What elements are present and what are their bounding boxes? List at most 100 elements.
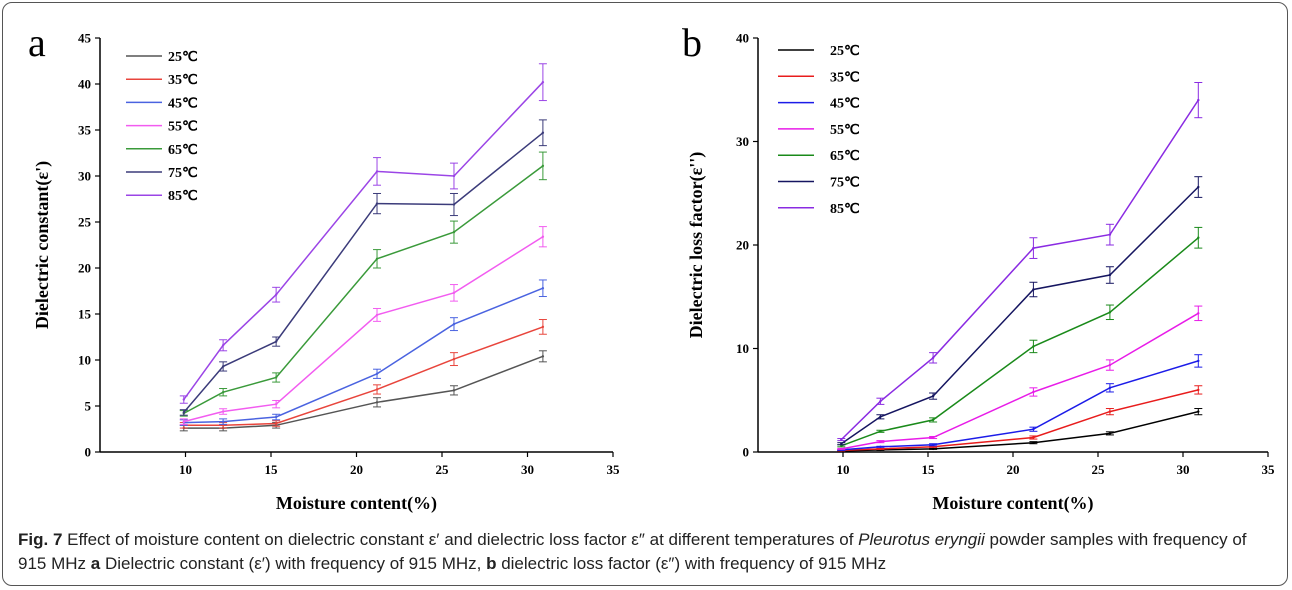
panel-b: b 0 10 20 30 40 10 15 20 25 30 35 Moisture content(%…	[682, 20, 1275, 514]
data-point	[1108, 233, 1112, 236]
x-tick-label: 10	[837, 462, 850, 477]
data-point	[1197, 410, 1200, 413]
series-75℃	[837, 176, 1203, 446]
data-point	[1108, 386, 1112, 390]
x-tick-label: 15	[922, 462, 936, 477]
data-point	[375, 170, 379, 173]
y-axis-label: Dielectric constant(ε')	[32, 161, 53, 329]
data-point	[375, 388, 379, 391]
series-35℃	[837, 385, 1203, 452]
y-tick-label: 30	[78, 169, 91, 184]
data-point	[1197, 359, 1200, 363]
y-tick-label: 5	[85, 399, 92, 414]
panel-letter-a: a	[28, 20, 46, 65]
data-point	[274, 415, 278, 419]
legend-label: 35℃	[830, 70, 860, 85]
caption-fig-label: Fig. 7	[18, 530, 63, 549]
data-point	[541, 131, 545, 134]
caption-text-4: dielectric loss factor (ε″) with frequen…	[496, 554, 887, 573]
x-tick-label: 10	[179, 462, 192, 477]
data-point	[541, 235, 545, 238]
x-tick-label: 30	[521, 462, 534, 477]
data-point	[221, 344, 225, 347]
data-point	[879, 400, 882, 403]
legend-label: 75℃	[830, 176, 860, 191]
data-point	[931, 447, 935, 451]
series-55℃	[179, 226, 547, 425]
legend-label: 25℃	[830, 44, 860, 59]
caption-text-1: Effect of moisture content on dielectric…	[62, 530, 859, 549]
y-tick-label: 35	[78, 123, 92, 138]
data-point	[1032, 436, 1035, 439]
x-tick-label: 25	[436, 462, 450, 477]
data-point	[1108, 410, 1112, 413]
data-point	[879, 430, 882, 433]
legend-label: 75℃	[168, 166, 198, 181]
legend-label: 35℃	[168, 73, 198, 88]
legend-label: 45℃	[830, 97, 860, 112]
data-point	[931, 443, 935, 446]
series-line	[183, 81, 544, 401]
x-tick-label: 35	[607, 462, 621, 477]
data-point	[375, 257, 379, 260]
y-tick-label: 10	[736, 341, 749, 356]
data-point	[452, 203, 456, 206]
data-point	[182, 420, 185, 423]
series-line	[841, 410, 1199, 452]
data-point	[541, 325, 545, 329]
data-point	[1108, 311, 1112, 314]
data-point	[1108, 363, 1112, 367]
data-point	[1197, 236, 1200, 239]
series-85℃	[179, 63, 547, 404]
y-tick-label: 40	[736, 31, 749, 46]
data-point	[375, 313, 379, 317]
data-point	[375, 401, 379, 404]
data-point	[1197, 185, 1200, 189]
series-25℃	[179, 350, 547, 432]
y-tick-label: 20	[736, 238, 749, 253]
data-point	[879, 440, 882, 443]
data-point	[182, 411, 185, 414]
x-tick-label: 20	[350, 462, 363, 477]
y-tick-label: 0	[85, 445, 92, 460]
series-55℃	[837, 305, 1203, 451]
legend-label: 65℃	[168, 143, 198, 158]
legend-label: 55℃	[168, 120, 198, 135]
data-point	[274, 340, 278, 343]
series-line	[183, 326, 544, 427]
data-point	[1108, 273, 1112, 277]
data-point	[541, 80, 545, 84]
data-point	[1032, 428, 1035, 431]
data-point	[452, 389, 456, 392]
data-point	[274, 293, 278, 296]
series-line	[183, 236, 544, 423]
x-tick-label: 20	[1007, 462, 1020, 477]
data-point	[1032, 390, 1035, 394]
y-tick-label: 25	[78, 215, 92, 230]
y-tick-label: 15	[78, 307, 92, 322]
x-axis-label: Moisture content(%)	[932, 493, 1093, 514]
panel-a: a 0 5 10 15 20 25 30 35 40 45 10 15 20 25 30 35 Moisture …	[28, 20, 620, 514]
data-point	[541, 287, 545, 290]
series-line	[841, 360, 1199, 451]
data-point	[931, 356, 935, 360]
data-point	[221, 391, 225, 394]
data-point	[1032, 288, 1035, 291]
data-point	[1032, 345, 1035, 348]
data-point	[452, 230, 456, 234]
data-point	[1032, 441, 1035, 444]
data-point	[452, 322, 456, 326]
caption-text-3: Dielectric constant (ε′) with frequency …	[100, 554, 487, 573]
series-line	[840, 99, 1199, 441]
data-point	[541, 164, 545, 168]
data-point	[274, 402, 278, 406]
data-point	[1197, 98, 1200, 102]
data-point	[182, 398, 185, 401]
data-point	[931, 436, 935, 439]
panel-letter-b: b	[682, 20, 702, 65]
data-point	[274, 422, 278, 425]
data-point	[221, 410, 225, 413]
series-45℃	[179, 279, 547, 426]
data-point	[840, 438, 843, 441]
